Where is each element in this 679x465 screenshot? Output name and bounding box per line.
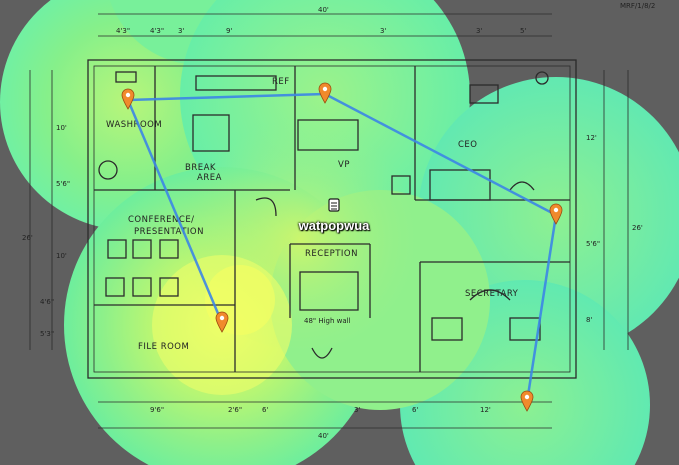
- room-label-vp: VP: [338, 160, 350, 170]
- dim-left-total: 26': [22, 234, 33, 242]
- room-labels: WASHROOM BREAK AREA REF VP CEO CONFERENC…: [106, 77, 519, 352]
- dim-left-b: 5'6": [56, 180, 70, 188]
- dim-top-e: 3': [380, 27, 386, 35]
- room-label-area: AREA: [197, 173, 222, 183]
- ap-pin-bottom[interactable]: [520, 390, 534, 412]
- dimension-lines: [29, 13, 629, 429]
- room-label-file-room: FILE ROOM: [138, 342, 189, 352]
- link-washroom-file-room: [126, 98, 224, 325]
- ap-pins[interactable]: [121, 82, 563, 412]
- dim-top-c: 3': [178, 27, 184, 35]
- ap-link-lines: [126, 92, 558, 404]
- room-label-washroom: WASHROOM: [106, 120, 162, 130]
- dim-top-g: 5': [520, 27, 526, 35]
- room-label-ceo: CEO: [458, 140, 478, 150]
- dim-top-f: 3': [476, 27, 482, 35]
- dim-right-b: 5'6": [586, 240, 600, 248]
- access-point-icon[interactable]: [328, 198, 340, 212]
- dim-bottom-d: 3': [354, 406, 360, 414]
- dim-left-d: 4'6": [40, 298, 54, 306]
- dim-right-total: 26': [632, 224, 643, 232]
- dim-left-c: 10': [56, 252, 67, 260]
- corner-note: MRF/1/8/2: [620, 2, 655, 10]
- dim-bottom-f: 12': [480, 406, 491, 414]
- dim-top-d: 9': [226, 27, 232, 35]
- ap-pin-vp[interactable]: [318, 82, 332, 104]
- node-label[interactable]: watpopwua: [298, 218, 370, 233]
- dim-bottom-e: 6': [412, 406, 418, 414]
- dimension-labels: 40' 4'3" 4'3" 3' 9' 3' 3' 5' 26' 10' 5'6…: [22, 2, 655, 440]
- dim-top-total: 40': [318, 6, 329, 14]
- link-ceo-bottom: [525, 213, 558, 404]
- dim-bottom-a: 9'6": [150, 406, 164, 414]
- dim-bottom-c: 6': [262, 406, 268, 414]
- room-label-desk-note: 48" High wall: [304, 317, 351, 325]
- room-label-break: BREAK: [185, 163, 216, 173]
- ap-pin-ceo[interactable]: [549, 203, 563, 225]
- room-label-reception: RECEPTION: [305, 249, 358, 259]
- link-washroom-vp: [126, 92, 327, 102]
- room-label-ref: REF: [272, 77, 290, 87]
- dim-bottom-b: 2'6": [228, 406, 242, 414]
- room-label-presentation: PRESENTATION: [134, 227, 204, 237]
- dim-top-a: 4'3": [116, 27, 130, 35]
- link-vp-ceo: [323, 92, 558, 217]
- dim-top-b: 4'3": [150, 27, 164, 35]
- dim-right-c: 8': [586, 316, 592, 324]
- ap-pin-washroom[interactable]: [121, 88, 135, 110]
- room-label-conference: CONFERENCE/: [128, 215, 195, 225]
- dim-left-e: 5'3": [40, 330, 54, 338]
- dim-bottom-total: 40': [318, 432, 329, 440]
- room-label-secretary: SECRETARY: [465, 289, 519, 299]
- dim-right-a: 12': [586, 134, 597, 142]
- ap-pin-file-room[interactable]: [215, 311, 229, 333]
- floor-plan-drawing: [87, 59, 577, 379]
- dim-left-a: 10': [56, 124, 67, 132]
